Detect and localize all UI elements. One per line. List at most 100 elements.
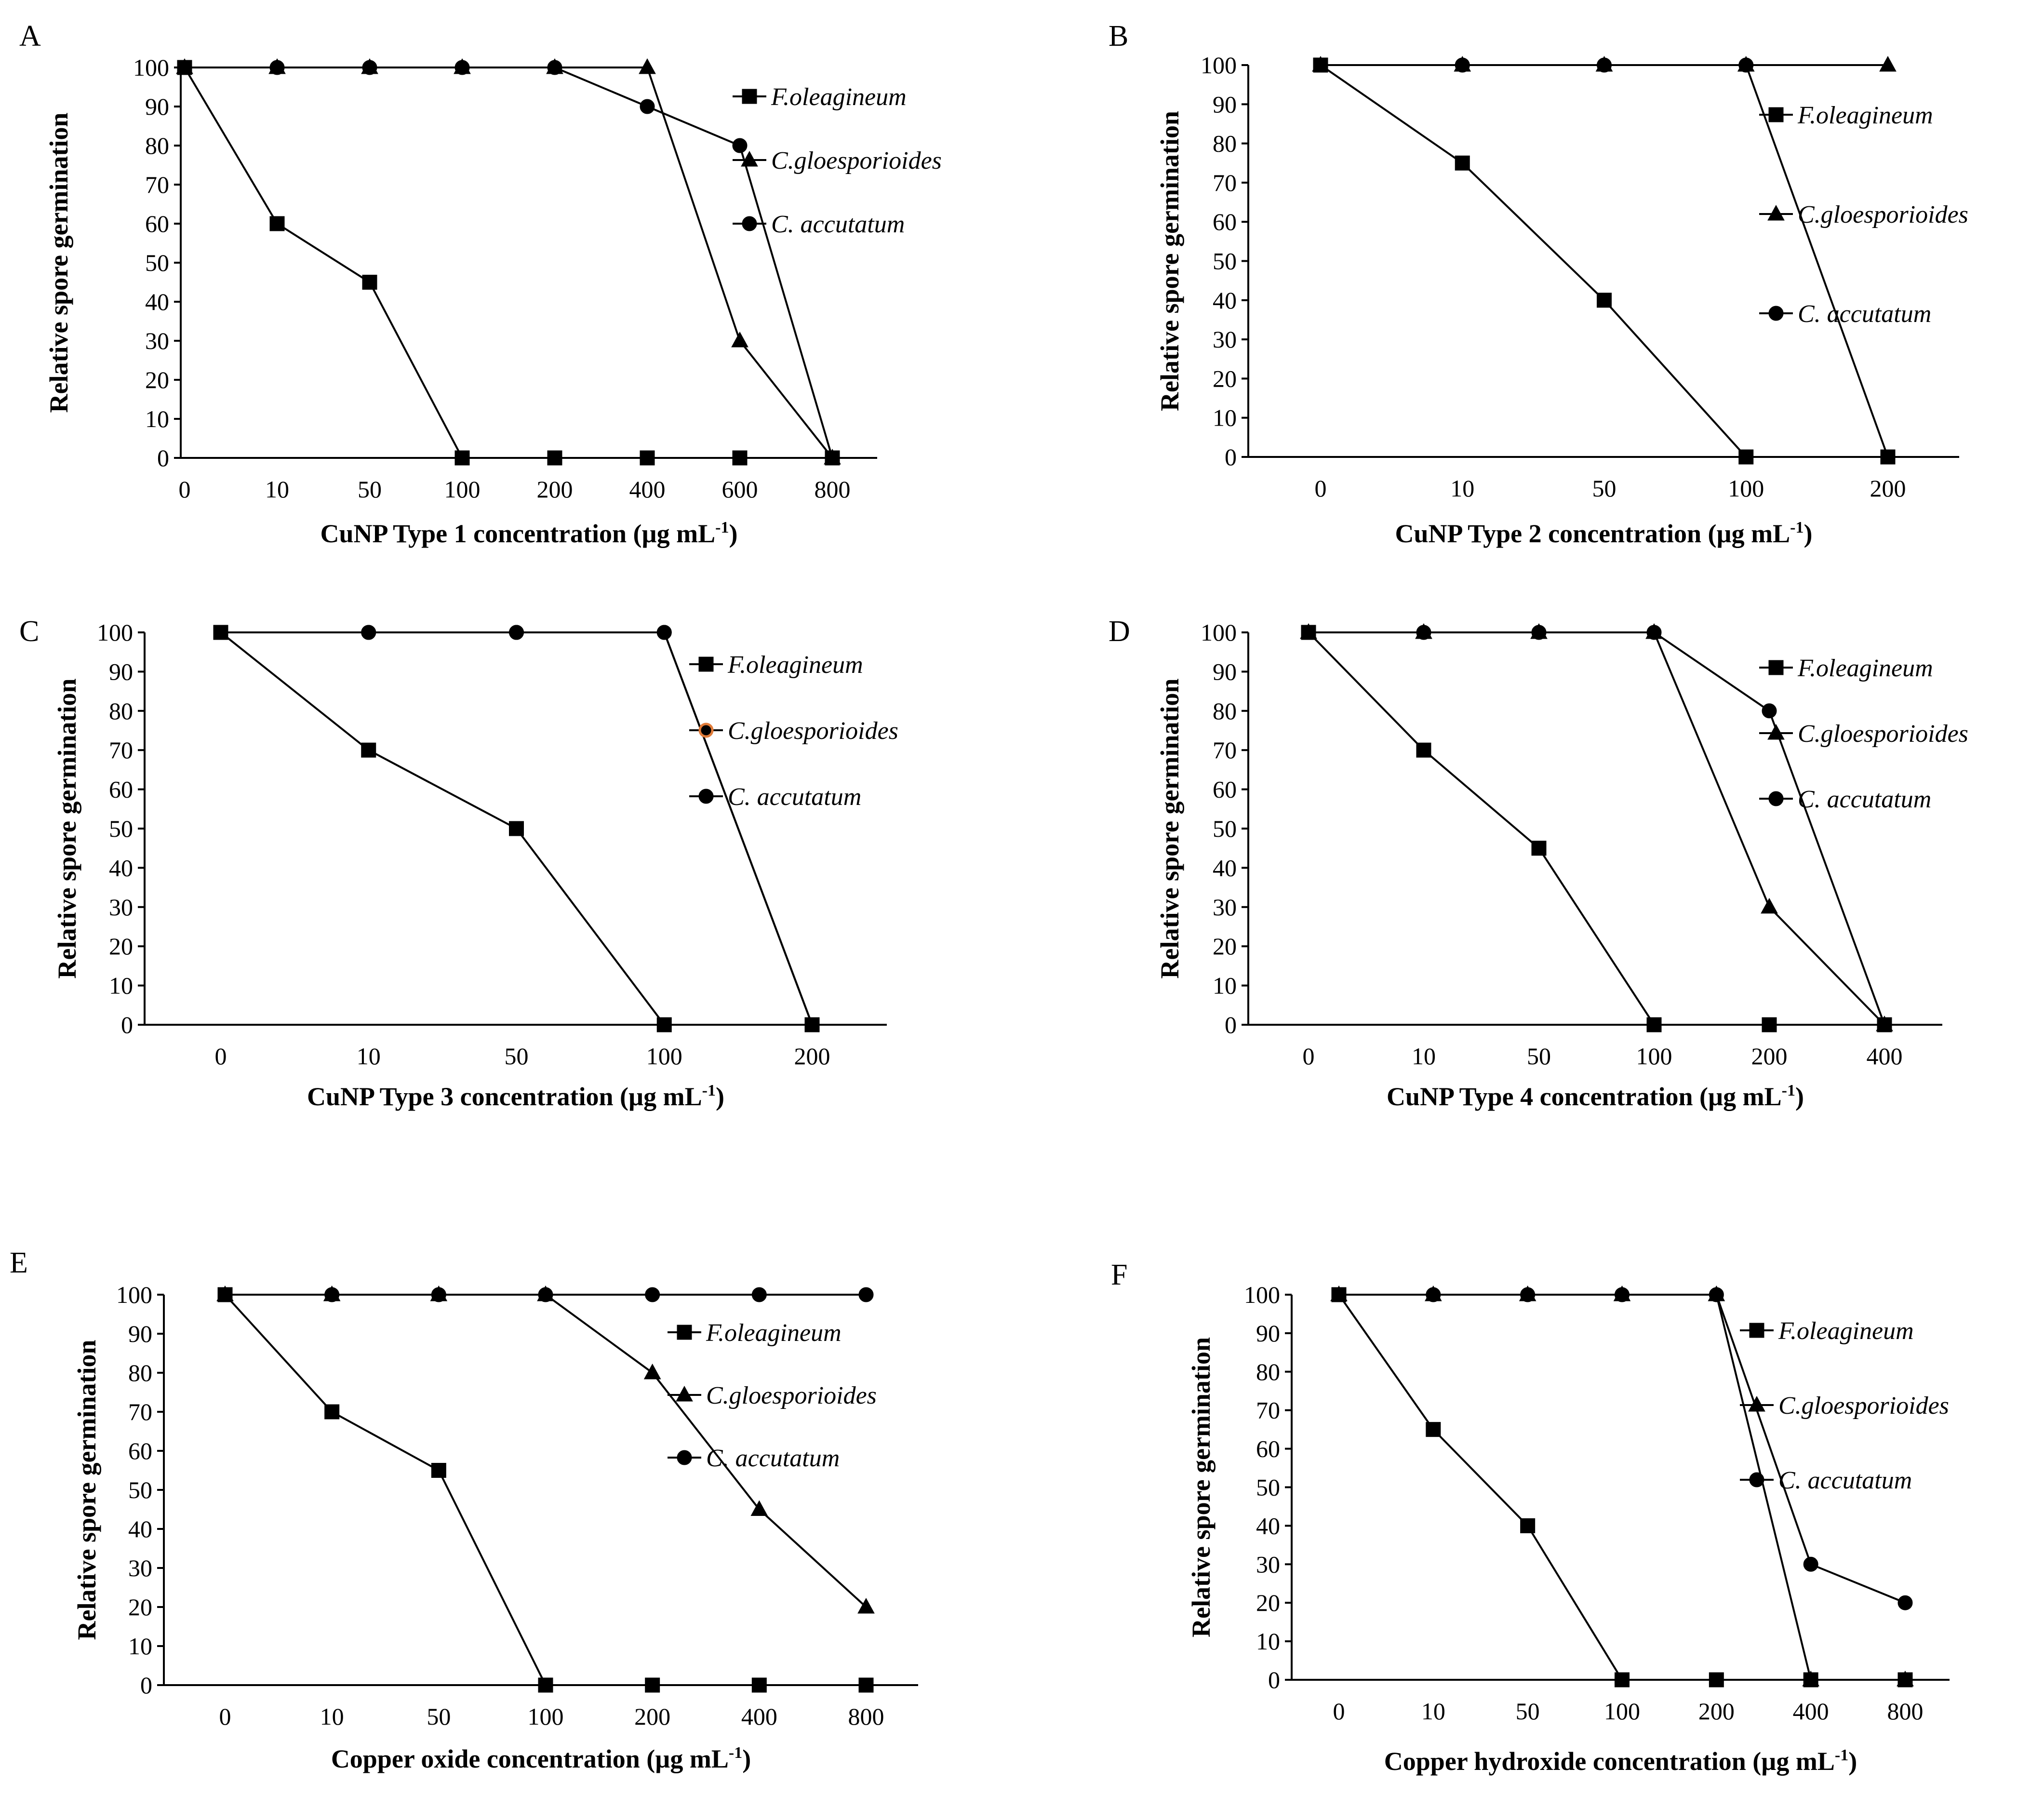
legend-marker — [1768, 660, 1784, 675]
data-point — [361, 742, 376, 758]
y-tick-label: 90 — [1213, 91, 1237, 118]
data-point — [431, 1287, 446, 1302]
data-point — [1531, 625, 1547, 640]
x-tick-label: 400 — [741, 1703, 777, 1730]
x-axis-title-main: CuNP Type 2 concentration (µg mL — [1395, 519, 1790, 548]
data-point — [1709, 1672, 1724, 1688]
data-point — [804, 1017, 820, 1032]
x-axis-title-main: CuNP Type 4 concentration (µg mL — [1387, 1082, 1782, 1111]
data-point — [858, 1287, 874, 1302]
data-point — [656, 1017, 672, 1032]
x-tick-label: 100 — [1728, 475, 1764, 502]
data-point — [1646, 625, 1662, 640]
legend-marker — [1767, 204, 1785, 221]
data-point — [732, 138, 748, 153]
y-tick-label: 10 — [1213, 972, 1237, 999]
y-tick-label: 10 — [1213, 404, 1237, 431]
panel-label: E — [10, 1246, 28, 1279]
y-axis-title: Relative spore germination — [44, 113, 73, 413]
data-point — [1897, 1595, 1913, 1610]
data-point — [1416, 625, 1431, 640]
data-point — [1897, 1670, 1914, 1687]
panel-label: D — [1109, 615, 1130, 648]
data-point — [1879, 55, 1897, 72]
data-point — [1615, 1672, 1630, 1688]
data-point — [213, 625, 228, 640]
data-point — [1877, 1017, 1892, 1032]
y-tick-label: 40 — [109, 854, 133, 881]
data-point — [269, 216, 285, 231]
y-tick-label: 20 — [1213, 365, 1237, 392]
legend-entry: C. accutatum — [771, 211, 905, 238]
x-axis-title-end: ) — [1848, 1747, 1857, 1776]
data-point — [640, 99, 655, 114]
series-line-0 — [1308, 631, 1884, 1026]
data-point — [177, 60, 192, 75]
data-point — [1738, 57, 1754, 73]
x-axis-title-main: CuNP Type 3 concentration (µg mL — [307, 1082, 702, 1111]
legend-entry: F.oleagineum — [1797, 102, 1933, 129]
y-tick-label: 100 — [133, 54, 169, 81]
x-tick-label: 400 — [629, 476, 666, 503]
y-tick-label: 90 — [1256, 1320, 1280, 1347]
data-point — [645, 1677, 660, 1693]
x-tick-label: 100 — [1604, 1698, 1640, 1725]
y-tick-label: 70 — [1213, 169, 1237, 196]
x-tick-label: 200 — [1698, 1698, 1735, 1725]
y-axis-title: Relative spore germination — [1187, 1337, 1216, 1637]
legend-entry: F.oleagineum — [727, 651, 863, 679]
y-tick-label: 40 — [1256, 1512, 1280, 1539]
data-point — [1802, 1670, 1820, 1687]
y-tick-label: 50 — [1213, 815, 1237, 842]
y-tick-label: 30 — [1256, 1551, 1280, 1578]
y-tick-label: 10 — [128, 1633, 152, 1660]
y-tick-label: 90 — [1213, 658, 1237, 685]
y-tick-label: 40 — [1213, 854, 1237, 881]
y-tick-label: 80 — [1213, 697, 1237, 724]
data-point — [731, 331, 748, 348]
x-tick-label: 10 — [265, 476, 289, 503]
data-point — [269, 60, 285, 75]
y-tick-label: 90 — [145, 93, 169, 120]
x-tick-label: 200 — [1751, 1043, 1788, 1070]
x-tick-label: 50 — [1592, 475, 1616, 502]
y-axis-title: Relative spore germination — [1155, 111, 1184, 411]
legend-marker — [1768, 791, 1784, 806]
x-tick-label: 800 — [1887, 1698, 1924, 1725]
legend-entry: C. accutatum — [1778, 1467, 1912, 1494]
y-tick-label: 0 — [1225, 1011, 1237, 1038]
y-tick-label: 60 — [145, 210, 169, 237]
x-axis-title-superscript: -1 — [702, 1082, 716, 1099]
y-tick-label: 10 — [109, 972, 133, 999]
y-tick-label: 100 — [1201, 619, 1237, 646]
x-axis-title: CuNP Type 2 concentration (µg mL-1) — [1395, 519, 1813, 548]
x-tick-label: 400 — [1793, 1698, 1829, 1725]
x-tick-label: 100 — [646, 1043, 682, 1070]
legend-entry: C.gloesporioides — [728, 717, 898, 745]
x-tick-label: 800 — [848, 1703, 884, 1730]
y-tick-label: 0 — [157, 444, 169, 471]
y-tick-label: 60 — [128, 1437, 152, 1464]
data-point — [825, 450, 840, 466]
data-point — [1709, 1287, 1724, 1302]
legend-marker — [1767, 723, 1785, 740]
data-point — [1455, 57, 1470, 73]
x-tick-label: 0 — [1303, 1043, 1315, 1070]
y-tick-label: 30 — [128, 1554, 152, 1581]
legend-marker — [742, 89, 757, 104]
y-tick-label: 60 — [109, 776, 133, 803]
y-tick-label: 40 — [128, 1515, 152, 1542]
y-tick-label: 90 — [109, 658, 133, 685]
y-tick-label: 100 — [1244, 1281, 1280, 1308]
y-tick-label: 100 — [116, 1281, 152, 1308]
x-axis-title: CuNP Type 3 concentration (µg mL-1) — [307, 1082, 724, 1111]
y-tick-label: 0 — [121, 1011, 133, 1038]
x-axis-title-end: ) — [729, 519, 737, 548]
data-point — [1426, 1422, 1441, 1437]
x-tick-label: 200 — [537, 476, 573, 503]
y-tick-label: 80 — [1213, 130, 1237, 157]
data-point — [732, 450, 748, 466]
legend-entry: C.gloesporioides — [1778, 1392, 1949, 1420]
data-point — [1615, 1287, 1630, 1302]
legend-entry: C.gloesporioides — [1798, 720, 1968, 748]
